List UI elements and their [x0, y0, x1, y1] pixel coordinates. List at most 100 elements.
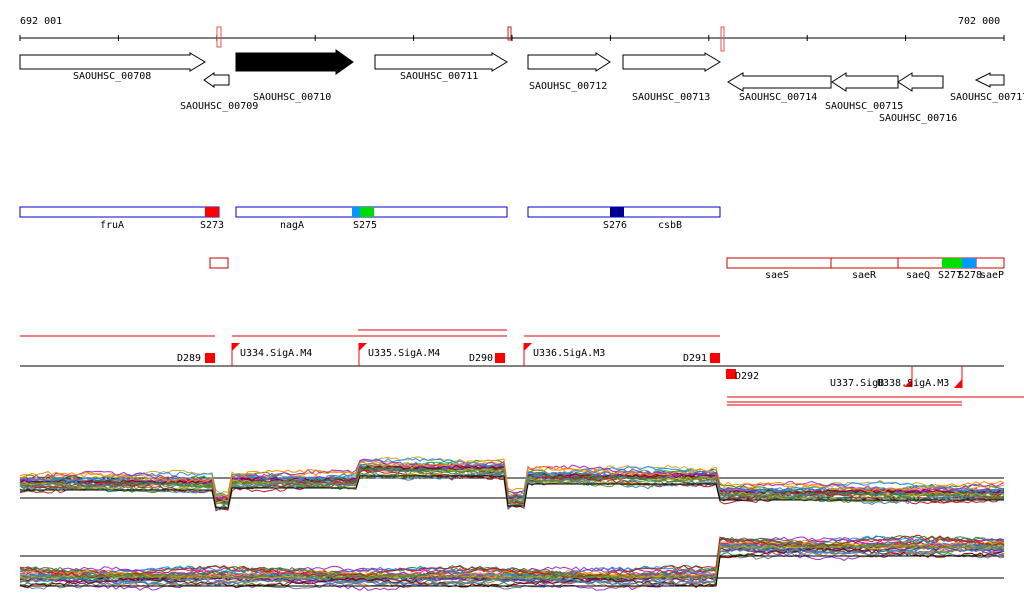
feature-naga[interactable]: nagA S275 — [235, 206, 508, 231]
gene-label: SAOUHSC_00711 — [400, 71, 478, 82]
ruler-ticks — [19, 35, 1005, 41]
segment-end-marker — [726, 369, 736, 379]
segment-start-flag — [232, 343, 240, 351]
gene-arrow-saouhsc-00717[interactable]: SAOUHSC_00717 — [950, 72, 1024, 103]
gene-label: SAOUHSC_00714 — [739, 92, 817, 103]
signal-block — [962, 258, 976, 268]
gene-label: SAOUHSC_00710 — [253, 92, 331, 103]
signal-label: S277 — [938, 270, 962, 281]
feature-csbb[interactable]: S276 csbB — [527, 206, 721, 231]
gene-arrow-shape[interactable] — [622, 52, 721, 72]
ruler-marker — [720, 26, 725, 52]
segment-label: U338.SigA.M3 — [877, 378, 949, 389]
expression-profile — [19, 458, 1005, 498]
feature-label: saeS — [765, 270, 789, 281]
coordinate-ruler: 692 001 702 000 — [19, 16, 1005, 52]
segment-start-flag — [359, 343, 367, 351]
operon-sae[interactable]: saeS saeR saeQ S277 S278 saeP — [726, 257, 1005, 281]
segment-label: U334.SigA.M4 — [240, 348, 312, 359]
expression-profile — [20, 475, 1004, 509]
gene-arrow-shape[interactable] — [527, 52, 611, 72]
gene-label: SAOUHSC_00717 — [950, 92, 1024, 103]
expression-track-plus — [19, 456, 1005, 512]
gene-arrow-shape[interactable] — [727, 72, 832, 92]
ruler-end-label: 702 000 — [958, 16, 1000, 27]
gene-arrow-saouhsc-00708[interactable]: SAOUHSC_00708 — [19, 52, 206, 82]
expression-profile — [19, 543, 1005, 581]
gene-label: SAOUHSC_00716 — [879, 113, 957, 124]
feature-label: csbB — [658, 220, 682, 231]
segment-start-flag — [524, 343, 532, 351]
expression-profile — [19, 534, 1005, 579]
segment-end-marker — [205, 353, 215, 363]
gene-track: SAOUHSC_00708 SAOUHSC_00709 SAOUHSC_0071… — [19, 49, 1024, 124]
expression-profile — [19, 469, 1005, 512]
gene-arrow-saouhsc-00716[interactable]: SAOUHSC_00716 — [879, 72, 957, 124]
signal-label: S273 — [200, 220, 224, 231]
segment-d292[interactable]: D292 — [726, 369, 759, 382]
feature-track-minus: saeS saeR saeQ S277 S278 saeP — [209, 257, 1005, 281]
expression-track-minus — [19, 534, 1005, 592]
gene-label: SAOUHSC_00712 — [529, 81, 607, 92]
segment-u338[interactable]: U338.SigA.M3 — [877, 366, 963, 389]
feature-label: saeP — [980, 270, 1004, 281]
gene-arrow-shape[interactable] — [203, 72, 230, 88]
segment-start-flag — [954, 379, 962, 388]
segment-end-marker — [495, 353, 505, 363]
segment-start-flag — [904, 379, 912, 387]
feature-track-plus: fruA S273 nagA S275 S276 csbB — [19, 206, 721, 231]
gene-arrow-saouhsc-00712[interactable]: SAOUHSC_00712 — [527, 52, 611, 92]
gene-arrow-shape[interactable] — [235, 49, 354, 75]
expression-profile — [20, 535, 1005, 579]
expression-profile — [20, 555, 1004, 587]
gene-label: SAOUHSC_00715 — [825, 101, 903, 112]
segment-d291[interactable]: D291 — [683, 353, 720, 364]
segment-d290[interactable]: D290 — [469, 353, 505, 364]
gene-arrow-saouhsc-00714[interactable]: SAOUHSC_00714 — [727, 72, 832, 103]
segment-label: D290 — [469, 353, 493, 364]
gene-arrow-shape[interactable] — [831, 72, 899, 92]
feature-frua[interactable]: fruA S273 — [19, 206, 224, 231]
segment-label: U335.SigA.M4 — [368, 348, 440, 359]
gene-arrow-shape[interactable] — [974, 72, 1005, 88]
gene-arrow-shape[interactable] — [897, 72, 944, 92]
gene-arrow-saouhsc-00715[interactable]: SAOUHSC_00715 — [825, 72, 903, 112]
gene-arrow-saouhsc-00711[interactable]: SAOUHSC_00711 — [374, 52, 508, 82]
gene-label: SAOUHSC_00709 — [180, 101, 258, 112]
segment-label: D291 — [683, 353, 707, 364]
signal-label: S276 — [603, 220, 627, 231]
segment-label: D292 — [735, 371, 759, 382]
feature-label: fruA — [100, 220, 124, 231]
gene-arrow-saouhsc-00709[interactable]: SAOUHSC_00709 — [180, 72, 258, 112]
operon-marker — [209, 257, 229, 269]
feature-box[interactable] — [726, 257, 1005, 269]
segment-d289[interactable]: D289 — [177, 353, 215, 364]
segment-u335[interactable]: U335.SigA.M4 — [358, 343, 440, 366]
gene-label: SAOUHSC_00708 — [73, 71, 151, 82]
ruler-marker — [507, 26, 512, 41]
segment-label: U336.SigA.M3 — [533, 348, 605, 359]
expression-profile — [19, 540, 1005, 580]
segment-end-marker — [710, 353, 720, 363]
gene-arrow-shape[interactable] — [19, 52, 206, 72]
segment-label: U337.SigB — [830, 378, 884, 389]
feature-box[interactable] — [19, 206, 220, 218]
gene-arrow-shape[interactable] — [374, 52, 508, 72]
gene-arrow-saouhsc-00710[interactable]: SAOUHSC_00710 — [235, 49, 354, 103]
segment-u337[interactable]: U337.SigB — [830, 366, 913, 389]
segment-u334[interactable]: U334.SigA.M4 — [231, 343, 312, 366]
signal-label: S278 — [958, 270, 982, 281]
feature-label: nagA — [280, 220, 304, 231]
segment-track: D289 U334.SigA.M4 U335.SigA.M4 D290 U336… — [20, 329, 1024, 406]
feature-label: saeR — [852, 270, 877, 281]
gene-label: SAOUHSC_00713 — [632, 92, 710, 103]
feature-label: saeQ — [906, 270, 930, 281]
gene-arrow-saouhsc-00713[interactable]: SAOUHSC_00713 — [622, 52, 721, 103]
signal-block — [205, 207, 219, 217]
segment-u336[interactable]: U336.SigA.M3 — [523, 343, 605, 366]
segment-label: D289 — [177, 353, 201, 364]
signal-block — [942, 258, 962, 268]
signal-label: S275 — [353, 220, 377, 231]
expression-profile — [19, 458, 1005, 501]
